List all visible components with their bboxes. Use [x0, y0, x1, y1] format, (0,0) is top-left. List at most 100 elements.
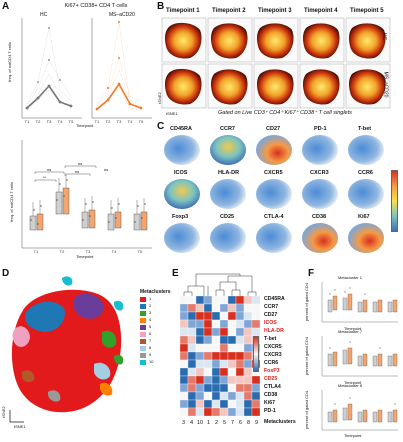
heatmap-cell [219, 295, 229, 305]
heatmap-cell [203, 351, 213, 361]
heatmap-cell [251, 319, 261, 329]
e-row-1: CCR7 [264, 304, 279, 310]
heatmap-cell [211, 407, 221, 417]
b-tp4: Timepoint 4 [304, 8, 338, 14]
e-col-6: 7 [231, 420, 235, 426]
heatmap-cell [251, 327, 261, 337]
b-tp1: Timepoint 1 [166, 8, 200, 14]
heatmap-cell [187, 311, 197, 321]
heatmap-cell [243, 351, 253, 361]
c-m-ctla4: CTLA-4 [264, 214, 284, 220]
heatmap-cell [235, 375, 245, 385]
heatmap-cell [227, 375, 237, 385]
heatmap-cell [211, 351, 221, 361]
f-sub2: Metacluster 7 [338, 329, 363, 334]
heatmap-cell [227, 303, 237, 313]
heatmap-cell [227, 335, 237, 345]
heatmap-cell [235, 343, 245, 353]
heatmap-cell [235, 303, 245, 313]
svg-text:T2: T2 [60, 249, 65, 254]
e-row-4: HLA-DR [264, 328, 284, 334]
e-col-2: 10 [197, 420, 204, 426]
heatmap-cell [187, 335, 197, 345]
e-row-0: CD45RA [264, 296, 285, 302]
heatmap-cell [187, 359, 197, 369]
svg-text:T1: T1 [34, 249, 39, 254]
heatmap-cell [203, 391, 213, 401]
e-col-7: 6 [239, 420, 243, 426]
heatmap-cell [219, 343, 229, 353]
heatmap-cell [219, 327, 229, 337]
panel-b-label: B [157, 1, 165, 12]
heatmap-cell [235, 319, 245, 329]
e-col-3: 1 [207, 420, 211, 426]
heatmap-cell [235, 367, 245, 377]
heatmap-cell [195, 375, 205, 385]
f-ylabel-3: percent of gated CD4 [304, 390, 309, 430]
heatmap-cell [195, 319, 205, 329]
heatmap-cell [243, 311, 253, 321]
heatmap-cell [211, 319, 221, 329]
f-ylabel-2: percent of gated CD4 [304, 336, 309, 376]
heatmap-cell [203, 335, 213, 345]
heatmap-cell [187, 343, 197, 353]
e-row-8: CCR6 [264, 360, 279, 366]
heatmap-cell [187, 303, 197, 313]
e-row-7: CXCR3 [264, 352, 282, 358]
e-col-8: 8 [247, 420, 251, 426]
heatmap-cell [251, 303, 261, 313]
heatmap-cell [219, 375, 229, 385]
svg-text:T5: T5 [138, 249, 143, 254]
d-axis-tsne1: tSNE1 [14, 424, 26, 429]
heatmap-cell [187, 399, 197, 409]
svg-text:T2: T2 [106, 119, 111, 124]
c-m-cd27: CD27 [266, 126, 281, 132]
heatmap-cell [227, 359, 237, 369]
heatmap-cell [179, 399, 189, 409]
heatmap-cell [195, 351, 205, 361]
d-leg-7: 7 [140, 339, 170, 346]
c-m-hladr: HLA-DR [218, 170, 240, 176]
heatmap-cell [179, 343, 189, 353]
e-col-9: 9 [255, 420, 259, 426]
heatmap-cell [227, 343, 237, 353]
heatmap-cell [243, 367, 253, 377]
c-m-pd1: PD-1 [314, 126, 327, 132]
heatmap-cell [179, 383, 189, 393]
heatmap-cell [243, 375, 253, 385]
heatmap-cell [203, 295, 213, 305]
heatmap-cell [195, 359, 205, 369]
svg-text:T4: T4 [128, 119, 133, 124]
c-m-cd45ra: CD45RA [170, 126, 193, 132]
heatmap-cell [251, 407, 261, 417]
heatmap-cell [235, 407, 245, 417]
heatmap-cell [227, 383, 237, 393]
c-colorbar [391, 170, 398, 232]
c-m-ccr7: CCR7 [220, 126, 235, 132]
f-xlabel-1: Timepoint [344, 326, 362, 331]
heatmap-cell [243, 399, 253, 409]
b-row-hc: HC [381, 32, 388, 41]
heatmap-cell [179, 327, 189, 337]
heatmap-cell [219, 359, 229, 369]
e-col-4: 2 [215, 420, 219, 426]
heatmap-cell [235, 399, 245, 409]
e-row-14: PD-1 [264, 408, 276, 414]
e-col-1: 4 [190, 420, 194, 426]
heatmap-cell [203, 319, 213, 329]
heatmap-cell [203, 359, 213, 369]
heatmap-cell [227, 311, 237, 321]
heatmap-cell [243, 303, 253, 313]
heatmap-cell [243, 319, 253, 329]
heatmap-cell [179, 303, 189, 313]
heatmap-cell [251, 391, 261, 401]
c-m-cxcr3: CXCR3 [310, 170, 329, 176]
heatmap-cell [227, 295, 237, 305]
heatmap-cell [243, 335, 253, 345]
d-leg-8: 8 [140, 346, 170, 353]
heatmap-cell [243, 383, 253, 393]
heatmap-cell [211, 327, 221, 337]
heatmap-cell [235, 311, 245, 321]
heatmap-cell [195, 407, 205, 417]
e-row-13: Ki67 [264, 400, 275, 406]
